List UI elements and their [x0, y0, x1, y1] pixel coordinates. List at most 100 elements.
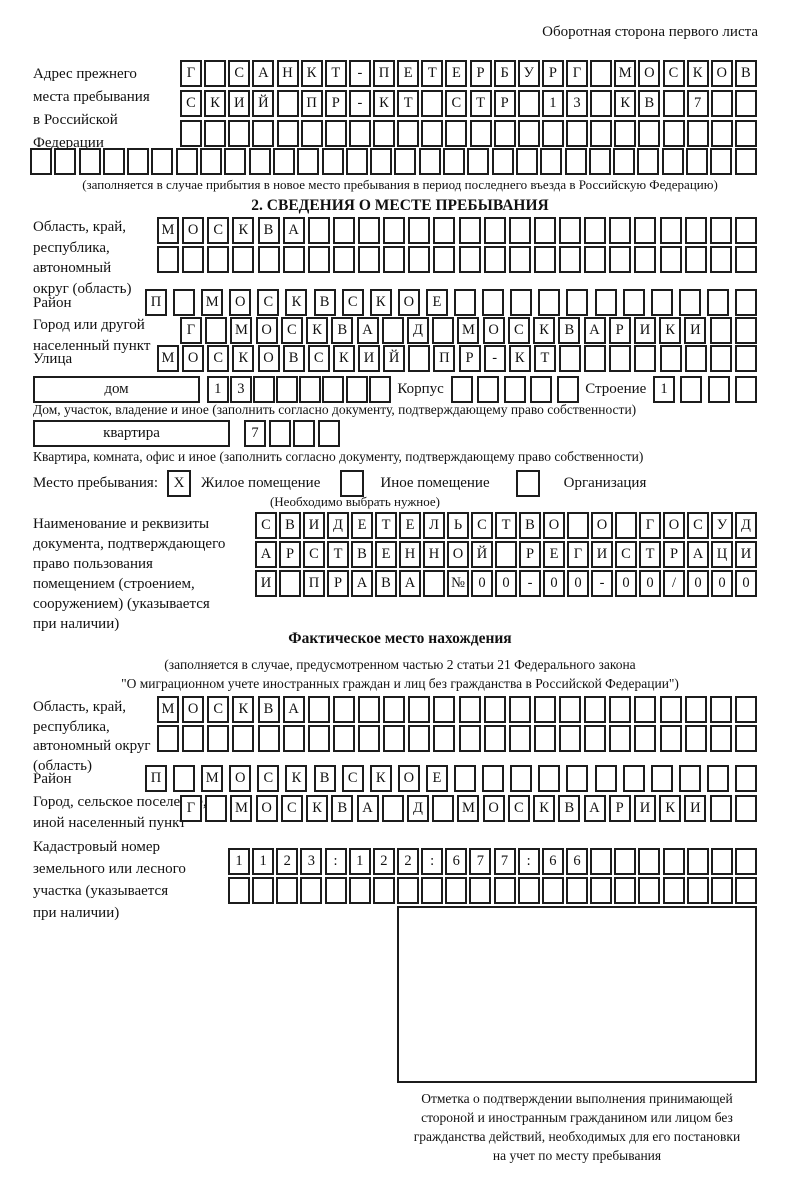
char-cell[interactable]: - [591, 570, 613, 597]
char-cell[interactable]: И [684, 317, 707, 344]
char-cell[interactable] [659, 246, 682, 273]
char-cell[interactable] [517, 90, 540, 117]
char-cell[interactable] [358, 696, 380, 723]
char-cell[interactable]: К [306, 795, 329, 822]
char-cell[interactable] [228, 120, 251, 147]
char-cell[interactable] [734, 120, 757, 147]
char-cell[interactable] [268, 420, 291, 447]
char-cell[interactable] [615, 512, 637, 539]
char-cell[interactable]: В [313, 289, 336, 316]
char-cell[interactable]: Р [469, 60, 492, 87]
char-cell[interactable] [559, 696, 581, 723]
char-cell[interactable]: С [207, 696, 230, 723]
char-cell[interactable] [678, 765, 701, 792]
char-cell[interactable]: В [313, 765, 336, 792]
char-cell[interactable]: О [255, 317, 278, 344]
char-cell[interactable]: К [508, 345, 531, 372]
char-cell[interactable]: В [558, 795, 581, 822]
char-cell[interactable] [515, 148, 538, 175]
char-cell[interactable] [662, 90, 685, 117]
char-cell[interactable]: О [397, 289, 420, 316]
char-cell[interactable] [659, 345, 682, 372]
char-cell[interactable] [300, 120, 323, 147]
char-cell[interactable]: 1 [252, 848, 275, 875]
char-cell[interactable] [483, 246, 506, 273]
char-cell[interactable]: С [471, 512, 493, 539]
char-cell[interactable] [734, 289, 757, 316]
char-cell[interactable]: П [145, 765, 167, 792]
char-cell[interactable] [659, 217, 682, 244]
char-cell[interactable] [590, 848, 613, 875]
char-cell[interactable] [257, 725, 280, 752]
char-cell[interactable] [709, 696, 732, 723]
char-cell[interactable] [559, 725, 581, 752]
char-cell[interactable]: С [341, 765, 364, 792]
char-cell[interactable]: Р [519, 541, 541, 568]
char-cell[interactable] [709, 217, 732, 244]
char-cell[interactable] [458, 696, 481, 723]
char-cell[interactable]: - [483, 345, 506, 372]
char-cell[interactable] [180, 120, 202, 147]
char-cell[interactable]: Д [406, 795, 429, 822]
char-cell[interactable]: Й [252, 90, 275, 117]
char-cell[interactable]: М [201, 289, 224, 316]
char-cell[interactable] [157, 246, 179, 273]
char-cell[interactable] [408, 696, 431, 723]
char-cell[interactable]: Т [375, 512, 397, 539]
char-cell[interactable]: О [257, 345, 280, 372]
char-cell[interactable]: И [684, 795, 707, 822]
char-cell[interactable]: С [303, 541, 325, 568]
char-cell[interactable] [503, 376, 526, 403]
char-cell[interactable] [232, 246, 255, 273]
char-cell[interactable] [734, 217, 757, 244]
char-cell[interactable] [127, 148, 150, 175]
char-cell[interactable]: К [686, 60, 709, 87]
char-cell[interactable]: К [232, 696, 255, 723]
char-cell[interactable] [659, 696, 682, 723]
char-cell[interactable] [709, 246, 732, 273]
char-cell[interactable] [477, 376, 500, 403]
char-cell[interactable] [373, 120, 395, 147]
char-cell[interactable] [662, 120, 685, 147]
char-cell[interactable] [533, 696, 556, 723]
char-cell[interactable] [684, 696, 707, 723]
char-cell[interactable]: И [633, 795, 656, 822]
char-cell[interactable] [495, 541, 517, 568]
char-cell[interactable] [467, 148, 490, 175]
char-cell[interactable]: : [324, 848, 347, 875]
char-cell[interactable] [734, 765, 757, 792]
char-cell[interactable] [207, 246, 230, 273]
char-cell[interactable] [332, 696, 355, 723]
char-cell[interactable] [383, 696, 406, 723]
char-cell[interactable]: Е [397, 60, 420, 87]
char-cell[interactable] [408, 246, 431, 273]
char-cell[interactable] [710, 90, 733, 117]
char-cell[interactable] [734, 148, 757, 175]
char-cell[interactable]: Е [445, 60, 468, 87]
char-cell[interactable]: / [663, 570, 685, 597]
char-cell[interactable]: В [558, 317, 581, 344]
char-cell[interactable]: С [507, 795, 530, 822]
char-cell[interactable] [634, 696, 657, 723]
char-cell[interactable] [173, 289, 196, 316]
char-cell[interactable] [458, 725, 481, 752]
char-cell[interactable] [173, 765, 196, 792]
char-cell[interactable] [345, 148, 368, 175]
char-cell[interactable]: К [533, 317, 556, 344]
char-cell[interactable] [232, 725, 255, 752]
char-cell[interactable]: Т [324, 60, 347, 87]
char-cell[interactable] [734, 848, 757, 875]
stay-type-checkbox-residential[interactable]: X [167, 470, 191, 497]
char-cell[interactable] [710, 848, 733, 875]
char-cell[interactable] [432, 795, 455, 822]
char-cell[interactable] [638, 848, 661, 875]
char-cell[interactable]: К [369, 289, 392, 316]
char-cell[interactable] [565, 877, 588, 904]
char-cell[interactable] [432, 317, 455, 344]
char-cell[interactable] [332, 725, 355, 752]
char-cell[interactable] [204, 120, 227, 147]
char-cell[interactable]: С [445, 90, 468, 117]
char-cell[interactable] [332, 217, 355, 244]
char-cell[interactable]: О [397, 765, 420, 792]
char-cell[interactable]: И [591, 541, 613, 568]
